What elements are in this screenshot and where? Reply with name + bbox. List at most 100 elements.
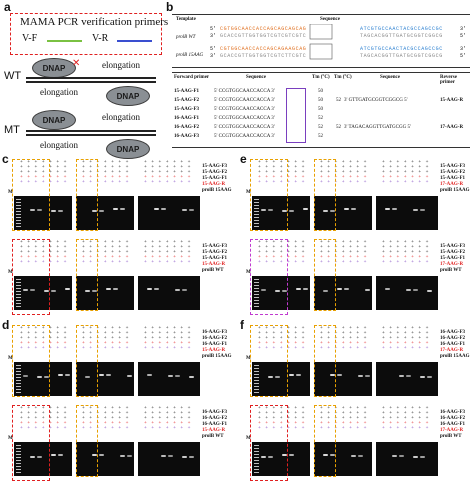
svg-text:3': 3' xyxy=(460,46,466,52)
primer-row-label: 15-AAG-F1 xyxy=(440,256,465,261)
panel-label-e: e xyxy=(240,152,247,166)
primer-row-label: 16-AAG-F2 xyxy=(202,336,227,341)
dna-ladder xyxy=(16,445,21,473)
plus-minus-row: + + + + + + + xyxy=(258,346,307,351)
gel-band xyxy=(268,456,273,458)
gel-band xyxy=(189,209,194,211)
plus-minus-row: + + + + + + + xyxy=(144,426,193,431)
reverse-seq: 3' GTTGATGCGGTCGGCG 5' xyxy=(344,98,408,103)
gel-band xyxy=(268,376,273,378)
gel-band xyxy=(289,210,294,212)
gel-block xyxy=(14,196,72,230)
primer-seq: 5' CCGTGGCAACCACCA 3' xyxy=(214,98,275,103)
gel-band xyxy=(323,454,328,456)
plus-minus-row: + + + + + + + xyxy=(258,426,307,431)
svg-text:ATCGTGCCAACTACGCCAGCCGC: ATCGTGCCAACTACGCCAGCCGC xyxy=(360,26,443,32)
plus-minus-row: + + + + + + + xyxy=(144,250,193,255)
svg-text:5': 5' xyxy=(460,33,466,39)
primer-row-label: prolB WT xyxy=(440,268,462,273)
primer-row-label: 15-AAG-R xyxy=(202,262,226,267)
highlight-box xyxy=(250,239,288,315)
plus-minus-row: + + + + + + + xyxy=(20,346,69,351)
primer-row-label: 15-AAG-F3 xyxy=(440,164,465,169)
gel-band xyxy=(406,375,411,377)
gel-block xyxy=(252,276,310,310)
highlight-box xyxy=(76,239,98,311)
gel-block xyxy=(138,196,200,230)
gel-band xyxy=(147,374,152,376)
plus-minus-row: + + + + + + + xyxy=(382,406,431,411)
svg-text:3': 3' xyxy=(210,33,216,39)
plus-minus-row: + + + + + + + xyxy=(258,255,307,260)
vr-label: V-R xyxy=(92,33,109,44)
gel-band xyxy=(175,375,180,377)
primer-row-label: 15-AAG-R xyxy=(202,428,226,433)
plus-minus-row: + + + + + + + xyxy=(20,255,69,260)
highlight-box xyxy=(12,239,50,315)
gel-block xyxy=(138,442,200,476)
primer-table xyxy=(172,72,470,148)
gel-band xyxy=(413,289,418,291)
gel-band xyxy=(289,374,294,376)
primer-row-label: 15-AAG-F2 xyxy=(440,250,465,255)
svg-text:CGTGGCAACCACCAGCAGCAGCAG: CGTGGCAACCACCAGCAGCAGCAG xyxy=(220,26,306,32)
plus-minus-row: + + + + + + + xyxy=(258,336,307,341)
plus-minus-row: + + + + + + + xyxy=(82,411,131,416)
th-sequence: Sequence xyxy=(246,75,266,80)
plus-minus-row: + + + + + + + xyxy=(320,416,369,421)
gel-band xyxy=(127,455,132,457)
plus-minus-row: + + + + + + + xyxy=(144,240,193,245)
vf-line xyxy=(47,40,82,42)
plus-minus-row: + + + + + + + xyxy=(144,255,193,260)
gel-block xyxy=(138,276,200,310)
tm-value: 50 xyxy=(318,89,323,94)
primer-row-label: 15-AAG-F2 xyxy=(202,250,227,255)
highlight-box xyxy=(12,405,50,481)
plus-minus-row: + + + + + + + xyxy=(144,336,193,341)
primer-row-label: 16-AAG-F2 xyxy=(202,416,227,421)
gel-block xyxy=(76,196,134,230)
gel-band xyxy=(420,456,425,458)
plus-minus-row: + + + + + + + xyxy=(82,331,131,336)
plus-minus-row: + + + + + + + xyxy=(382,341,431,346)
plus-minus-row: + + + + + + + xyxy=(144,175,193,180)
highlight-box xyxy=(314,239,336,311)
plus-minus-row: + + + + + + + xyxy=(258,165,307,170)
primer-seq: 5' CCGTGGCAACCACCA 3' xyxy=(214,134,275,139)
plus-minus-row: + + + + + + + xyxy=(20,180,69,185)
plus-minus-row: + + + + + + + xyxy=(320,245,369,250)
svg-text:ATCGTGCCAACTACGCCAGCCGC: ATCGTGCCAACTACGCCAGCCGC xyxy=(360,46,443,52)
svg-text:3': 3' xyxy=(460,26,466,32)
gel-band xyxy=(23,289,28,291)
plus-minus-row: + + + + + + + xyxy=(144,341,193,346)
primer-name: 15-AAG-F2 xyxy=(174,98,199,103)
primer-row-label: 17-AAG-R xyxy=(440,182,464,187)
plus-minus-row: + + + + + + + xyxy=(320,331,369,336)
primer-row-label: prolB 15AAG xyxy=(440,354,470,359)
dna-ladder xyxy=(16,279,21,307)
plus-minus-row: + + + + + + + xyxy=(320,165,369,170)
elongation-label: elongation xyxy=(40,140,78,150)
plus-minus-row: + + + + + + + xyxy=(82,326,131,331)
gel-band xyxy=(161,455,166,457)
gel-band xyxy=(182,209,187,211)
plus-minus-row: + + + + + + + xyxy=(82,421,131,426)
gel-band xyxy=(168,455,173,457)
header-template: Template xyxy=(176,17,196,22)
primer-row-label: 15-AAG-F3 xyxy=(202,164,227,169)
highlight-box xyxy=(76,159,98,231)
wt-label: WT xyxy=(4,70,22,82)
primer-row-label: prolB 15AAG xyxy=(202,354,232,359)
primer-row-label: 17-AAG-R xyxy=(440,428,464,433)
primer-row-label: 15-AAG-F3 xyxy=(202,244,227,249)
plus-minus-row: + + + + + + + xyxy=(382,326,431,331)
marker-label: M xyxy=(246,190,251,195)
plus-minus-row: + + + + + + + xyxy=(20,331,69,336)
gel-band xyxy=(168,375,173,377)
plus-minus-row: + + + + + + + xyxy=(20,175,69,180)
plus-minus-row: + + + + + + + xyxy=(144,346,193,351)
panel-label-a: a xyxy=(4,0,11,14)
plus-minus-row: + + + + + + + xyxy=(20,245,69,250)
plus-minus-row: + + + + + + + xyxy=(258,341,307,346)
marker-label: M xyxy=(246,270,251,275)
